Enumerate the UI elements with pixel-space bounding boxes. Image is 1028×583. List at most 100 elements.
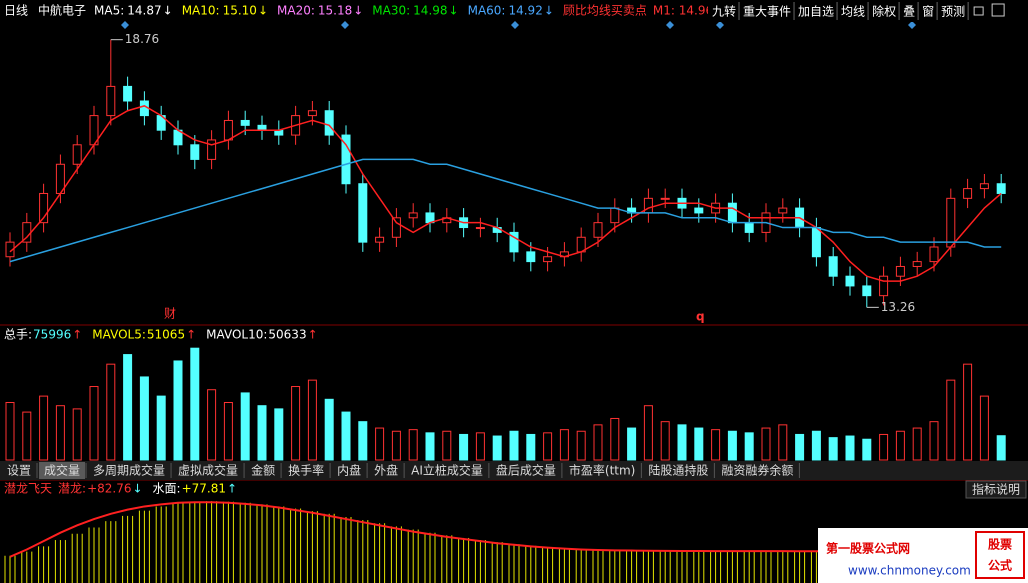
volume-bar <box>190 347 200 461</box>
candle-body <box>207 139 217 160</box>
toolbar-button[interactable]: 预测 <box>941 5 965 19</box>
candle-body <box>593 222 603 238</box>
watermark-title: 第一股票公式网 <box>826 541 910 556</box>
tab-bg <box>716 462 799 479</box>
tab[interactable]: 换手率 <box>288 463 324 478</box>
ma-arrow: ↓ <box>353 4 363 18</box>
help-button-bg <box>965 480 1027 499</box>
volume-bar <box>912 427 922 461</box>
toolbar-button[interactable]: 除权 <box>872 4 896 19</box>
tab[interactable]: 多周期成交量 <box>93 463 165 478</box>
m1-value: M1: 14.96 <box>653 4 713 18</box>
ma-value: 14.92 <box>508 4 542 18</box>
volume-bar <box>475 432 485 461</box>
toolbar-button[interactable]: 九转 <box>712 4 736 19</box>
toolbar-button[interactable]: 叠 <box>903 5 915 19</box>
toolbar-button[interactable]: 均线 <box>841 5 865 19</box>
volume-bar <box>811 430 821 461</box>
vol-legend-label: MAVOL5: <box>92 328 146 342</box>
tab[interactable]: 盘后成交量 <box>496 463 556 478</box>
vol-legend-label: MAVOL10: <box>206 328 267 342</box>
volume-bar <box>543 432 553 461</box>
volume-bar <box>627 427 637 461</box>
tab[interactable]: 外盘 <box>374 463 398 478</box>
candle-body <box>391 217 401 238</box>
volume-bar <box>89 386 99 461</box>
help-button[interactable]: 指标说明 <box>972 482 1020 497</box>
candle-body <box>727 202 737 224</box>
tab[interactable]: 市盈率(ttm) <box>569 463 635 478</box>
badge-line: 公式 <box>988 558 1012 573</box>
volume-bar <box>963 363 973 461</box>
volume-bar <box>677 424 687 461</box>
ind-legend-arrow: ↓ <box>132 482 142 496</box>
tab[interactable]: 金额 <box>251 463 275 478</box>
candle-body <box>5 241 15 258</box>
volume-bar <box>307 379 317 461</box>
volume-bar <box>324 398 334 461</box>
candle-body <box>123 85 133 102</box>
watermark-url: www.chnmoney.com <box>848 564 971 578</box>
ma-label: MA10: <box>182 4 220 18</box>
candle-body <box>307 110 317 117</box>
ma-value: 14.87 <box>127 4 161 18</box>
lock-icon[interactable] <box>973 6 984 16</box>
indicator-title: 潜龙飞天 <box>4 482 52 496</box>
tab-bg <box>406 462 488 479</box>
volume-bar <box>358 421 368 461</box>
candle-body <box>375 236 385 243</box>
tab-bg <box>369 462 404 479</box>
volume-bar <box>22 411 32 461</box>
volume-bar <box>610 417 620 461</box>
ma-label: MA20: <box>277 4 315 18</box>
tab[interactable]: 成交量 <box>44 463 80 478</box>
candle-body <box>828 256 838 277</box>
vol-legend-arrow: ↑ <box>72 328 82 342</box>
volume-bar <box>5 402 15 461</box>
toolbar-button[interactable]: 加自选 <box>798 5 834 19</box>
volume-bar <box>55 405 65 461</box>
ind-legend-label: 潜龙: <box>58 482 86 496</box>
tab-bg <box>39 462 86 479</box>
candle-body <box>72 144 82 165</box>
volume-bar <box>139 376 149 461</box>
tab[interactable]: 陆股通持股 <box>648 463 708 478</box>
tab[interactable]: AI立桩成交量 <box>411 463 483 478</box>
volume-bar <box>576 430 586 461</box>
candle-body <box>341 134 351 185</box>
volume-bar <box>761 427 771 461</box>
tab[interactable]: 虚拟成交量 <box>178 463 238 478</box>
volume-bar <box>879 433 889 461</box>
ma-label: MA60: <box>468 4 506 18</box>
volume-bar <box>946 379 956 461</box>
candle-body <box>526 251 536 263</box>
tab[interactable]: 内盘 <box>337 463 361 478</box>
candle-body <box>475 227 485 230</box>
ma-label: MA5: <box>94 4 124 18</box>
candle-body <box>946 197 956 248</box>
stock-name: 中航电子 <box>38 3 86 18</box>
toolbar-button[interactable]: 重大事件 <box>743 5 791 19</box>
volume-bar <box>425 432 435 461</box>
volume-bar <box>996 435 1006 461</box>
volume-bar <box>72 408 82 461</box>
vol-legend-value: 75996 <box>33 328 71 342</box>
period: 日线 <box>4 4 28 18</box>
candle-body <box>509 231 519 253</box>
toolbar-button[interactable]: 窗 <box>922 5 934 19</box>
badge-bg <box>975 531 1025 579</box>
volume-bar <box>643 405 653 461</box>
tab-bg <box>2 462 37 479</box>
panel-icon[interactable] <box>991 3 1005 17</box>
volume-bar <box>442 430 452 461</box>
volume-bar <box>744 432 754 461</box>
tab[interactable]: 设置 <box>7 464 31 478</box>
volume-bar <box>39 395 49 461</box>
ind-legend-label: 水面: <box>153 482 181 496</box>
ma-line <box>9 158 1002 263</box>
tab[interactable]: 融资融券余额 <box>721 463 793 478</box>
tab-bg <box>173 462 244 479</box>
volume-bar <box>795 433 805 461</box>
ma-label: MA30: <box>372 4 410 18</box>
tab-bg <box>563 462 641 479</box>
